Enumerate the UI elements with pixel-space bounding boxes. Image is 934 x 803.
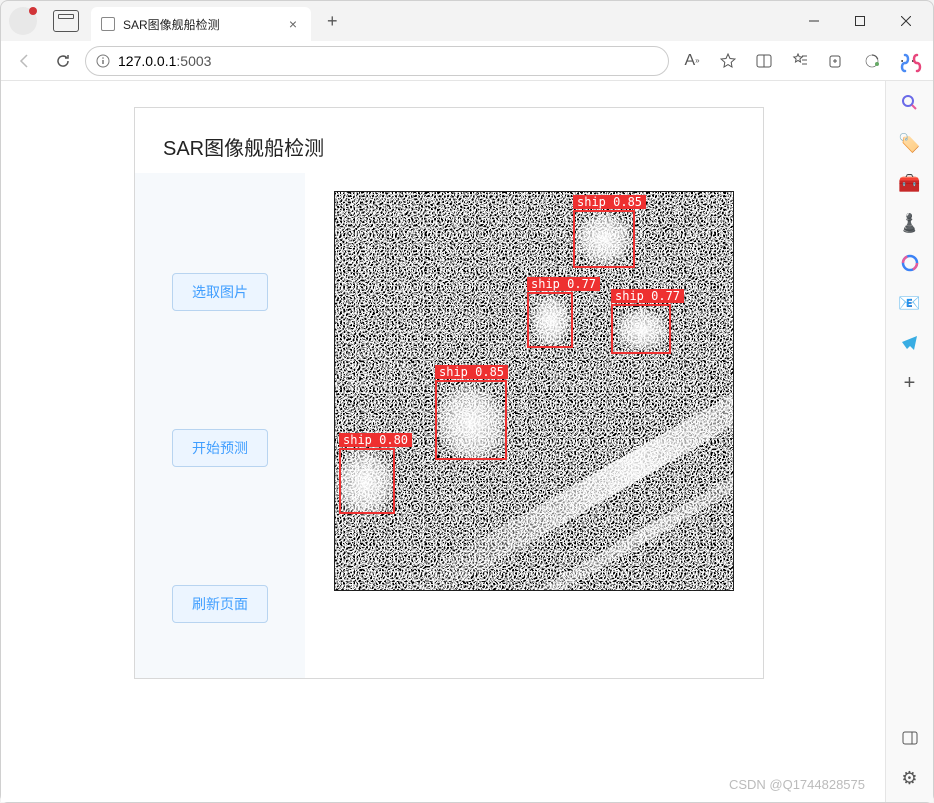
tab-title: SAR图像舰船检测 [123, 16, 277, 33]
detection-label: ship 0.77 [527, 277, 600, 291]
browser-window: SAR图像舰船检测 × + 127.0.0.1:5003 A» ⋯ [0, 0, 934, 803]
edge-sidebar: 🏷️ 🧰 ♟️ 📧 + ⚙ [885, 81, 933, 802]
window-controls [791, 5, 929, 37]
detection-label: ship 0.85 [573, 195, 646, 209]
detection-bbox: ship 0.77 [611, 304, 671, 354]
split-screen-icon[interactable] [747, 45, 781, 77]
sidebar-toggle-icon[interactable] [896, 724, 924, 752]
toolbar-icons: A» ⋯ [675, 45, 925, 77]
minimize-button[interactable] [791, 5, 837, 37]
detection-label: ship 0.80 [339, 433, 412, 447]
search-icon[interactable] [896, 89, 924, 117]
settings-icon[interactable]: ⚙ [896, 764, 924, 792]
select-image-button[interactable]: 选取图片 [172, 273, 268, 311]
detection-bbox: ship 0.85 [435, 380, 507, 460]
telegram-icon[interactable] [896, 329, 924, 357]
page-icon [101, 17, 115, 31]
favorite-icon[interactable] [711, 45, 745, 77]
titlebar-left: SAR图像舰船检测 × + [5, 1, 348, 41]
read-aloud-icon[interactable]: A» [675, 45, 709, 77]
collections-icon[interactable] [819, 45, 853, 77]
tools-icon[interactable]: 🧰 [896, 169, 924, 197]
refresh-page-button[interactable]: 刷新页面 [172, 585, 268, 623]
url-input[interactable]: 127.0.0.1:5003 [85, 46, 669, 76]
left-panel: 选取图片 开始预测 刷新页面 [135, 173, 305, 678]
detection-bbox: ship 0.85 [573, 210, 635, 268]
detection-label: ship 0.85 [435, 365, 508, 379]
image-panel: ship 0.85ship 0.77ship 0.77ship 0.85ship… [305, 173, 763, 678]
close-window-button[interactable] [883, 5, 929, 37]
games-icon[interactable]: ♟️ [896, 209, 924, 237]
performance-icon[interactable] [855, 45, 889, 77]
page-content: SAR图像舰船检测 选取图片 开始预测 刷新页面 [1, 81, 885, 802]
copilot-icon[interactable] [895, 47, 927, 79]
info-icon [96, 54, 110, 68]
refresh-button[interactable] [47, 45, 79, 77]
workspaces-icon[interactable] [53, 10, 79, 32]
office-icon[interactable] [896, 249, 924, 277]
start-predict-button[interactable]: 开始预测 [172, 429, 268, 467]
back-button[interactable] [9, 45, 41, 77]
watermark: CSDN @Q1744828575 [729, 777, 865, 792]
profile-avatar[interactable] [9, 7, 37, 35]
detection-bbox: ship 0.80 [339, 448, 395, 514]
browser-tab[interactable]: SAR图像舰船检测 × [91, 7, 311, 41]
detection-bbox: ship 0.77 [527, 292, 573, 348]
add-sidebar-icon[interactable]: + [896, 369, 924, 397]
detection-label: ship 0.77 [611, 289, 684, 303]
outlook-icon[interactable]: 📧 [896, 289, 924, 317]
sar-result-image: ship 0.85ship 0.77ship 0.77ship 0.85ship… [334, 191, 734, 591]
card-body: 选取图片 开始预测 刷新页面 ship 0.85ship 0.77sh [135, 173, 763, 678]
maximize-button[interactable] [837, 5, 883, 37]
new-tab-button[interactable]: + [317, 11, 348, 32]
titlebar: SAR图像舰船检测 × + [1, 1, 933, 41]
close-icon[interactable]: × [285, 16, 301, 32]
favorites-list-icon[interactable] [783, 45, 817, 77]
page-title: SAR图像舰船检测 [135, 108, 763, 177]
main-card: SAR图像舰船检测 选取图片 开始预测 刷新页面 [134, 107, 764, 679]
addressbar: 127.0.0.1:5003 A» ⋯ [1, 41, 933, 81]
url-text: 127.0.0.1:5003 [118, 53, 211, 69]
shopping-icon[interactable]: 🏷️ [896, 129, 924, 157]
